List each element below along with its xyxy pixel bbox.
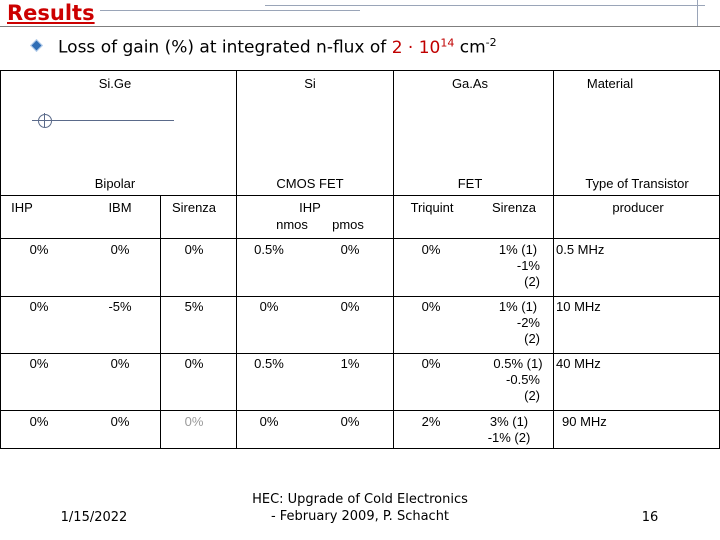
header-bipolar: Bipolar — [94, 176, 136, 191]
subtitle-value: 2 · 1014 — [391, 36, 455, 58]
decorative-rule — [697, 0, 698, 26]
table-cell-sirenza-gaas: 0.5% (1) — [493, 356, 543, 371]
table-cell-frequency: 10 MHz — [556, 299, 601, 314]
header-si: Si — [304, 76, 316, 91]
table-border — [0, 296, 720, 297]
table-cell: 0% — [421, 299, 441, 314]
table-cell: 0.5% — [254, 242, 284, 257]
header-sirenza: Sirenza — [171, 200, 217, 215]
page-number: 16 — [641, 510, 659, 525]
table-cell: 0% — [29, 414, 49, 429]
table-border — [393, 70, 394, 448]
table-cell: 1% — [340, 356, 360, 371]
header-triquint: Triquint — [410, 200, 454, 215]
table-cell-frequency: 40 MHz — [556, 356, 601, 371]
table-cell: 0% — [110, 414, 130, 429]
subtitle-text: Loss of gain (%) at integrated n-flux of — [58, 37, 392, 58]
footer-date: 1/15/2022 — [60, 510, 128, 525]
table-cell: 0% — [110, 242, 130, 257]
footer-line-2: - February 2009, P. Schacht — [270, 509, 450, 524]
table-cell-sirenza-gaas: (2) — [524, 274, 540, 289]
table-cell: 0% — [110, 356, 130, 371]
header-pmos: pmos — [332, 217, 364, 232]
crosshair-icon — [38, 114, 52, 128]
subtitle-unit: cm — [454, 37, 486, 58]
table-cell-frequency: 0.5 MHz — [556, 242, 605, 257]
decorative-rule — [100, 10, 360, 11]
table-cell-sirenza-gaas: -1% (2) — [487, 430, 531, 445]
table-cell: 0% — [29, 242, 49, 257]
title-underline — [0, 26, 720, 27]
table-cell: 0% — [29, 299, 49, 314]
header-ibm: IBM — [108, 200, 132, 215]
table-border — [0, 353, 720, 354]
table-cell: 0% — [259, 299, 279, 314]
table-cell: 0.5% — [254, 356, 284, 371]
header-cmos: CMOS FET — [276, 176, 344, 191]
table-cell: 0% — [421, 356, 441, 371]
table-border — [160, 195, 161, 448]
table-cell: -5% — [108, 299, 132, 314]
header-fet: FET — [457, 176, 483, 191]
table-border — [0, 238, 720, 239]
header-ihp-cmos: IHP — [299, 200, 321, 215]
table-border — [0, 70, 720, 71]
table-border — [0, 195, 720, 196]
table-cell: 2% — [421, 414, 441, 429]
table-cell: 0% — [259, 414, 279, 429]
slide-subtitle: Loss of gain (%) at integrated n-flux of… — [58, 36, 497, 58]
table-border — [236, 70, 237, 448]
table-cell-sirenza-gaas: -0.5% — [506, 372, 540, 387]
table-border — [0, 410, 720, 411]
table-cell: 0% — [340, 299, 360, 314]
diamond-bullet-icon — [30, 39, 43, 52]
subtitle-unit-exponent: -2 — [485, 36, 497, 49]
footer-line-1: HEC: Upgrade of Cold Electronics — [252, 492, 468, 507]
table-border — [553, 70, 554, 448]
table-cell-sirenza-gaas: 1% (1) — [498, 299, 538, 314]
table-cell-sirenza-gaas: (2) — [524, 331, 540, 346]
table-cell-sirenza-gaas: 3% (1) — [489, 414, 529, 429]
table-cell-sirenza-gaas: -1% — [516, 258, 540, 273]
header-material: Material — [586, 76, 634, 91]
table-cell: 0% — [340, 242, 360, 257]
table-cell-sirenza-gaas: 1% (1) — [498, 242, 538, 257]
table-cell: 0% — [340, 414, 360, 429]
header-sige: Si.Ge — [98, 76, 132, 91]
slide-title: Results — [7, 1, 95, 25]
table-cell: 0% — [184, 356, 204, 371]
header-transistor-type: Type of Transistor — [585, 176, 689, 191]
header-sirenza-gaas: Sirenza — [491, 200, 537, 215]
table-border — [0, 70, 1, 448]
table-cell: 0% — [29, 356, 49, 371]
table-cell: 0% — [184, 242, 204, 257]
header-ihp: IHP — [11, 200, 33, 215]
decorative-rule — [265, 5, 705, 6]
header-gaas: Ga.As — [451, 76, 489, 91]
table-cell: 5% — [184, 299, 204, 314]
table-cell-sirenza-gaas: -2% — [516, 315, 540, 330]
crosshair-icon — [32, 120, 174, 121]
table-border — [0, 448, 720, 449]
header-nmos: nmos — [276, 217, 308, 232]
table-cell-sirenza-gaas: (2) — [524, 388, 540, 403]
table-cell: 0% — [421, 242, 441, 257]
header-producer: producer — [612, 200, 664, 215]
table-cell: 0% — [184, 414, 204, 429]
table-cell-frequency: 90 MHz — [562, 414, 607, 429]
